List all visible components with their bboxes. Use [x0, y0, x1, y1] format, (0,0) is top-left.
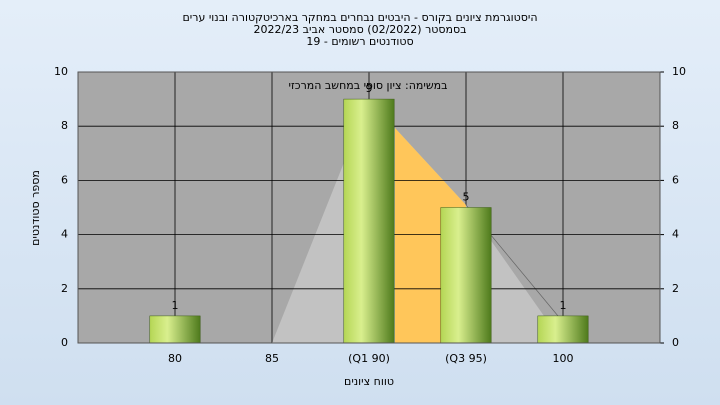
bar: [149, 315, 201, 344]
x-tick-label: 85: [265, 352, 279, 365]
value-label: 9: [366, 82, 373, 95]
y2-tick-label: 10: [672, 65, 686, 78]
chart-subtitle: סטודנטים רשומים - 19: [306, 35, 413, 48]
value-label: 1: [560, 299, 567, 312]
y2-tick-label: 6: [672, 173, 679, 186]
x-axis-label: טווח ציונים: [344, 375, 394, 388]
plot-border: [77, 71, 661, 344]
value-label: 1: [172, 299, 179, 312]
y2-tick-label: 0: [672, 336, 679, 349]
y-tick-label: 2: [61, 282, 68, 295]
y-tick-label: 6: [61, 173, 68, 186]
y2-tick-label: 4: [672, 228, 679, 241]
bar: [440, 207, 492, 344]
y-tick-label: 4: [61, 228, 68, 241]
x-tick-label: (Q3 95): [445, 352, 487, 365]
y2-tick-label: 2: [672, 282, 679, 295]
y-tick-label: 8: [61, 119, 68, 132]
y-axis-label: מספר סטודנטים: [29, 170, 42, 246]
y2-tick-label: 8: [672, 119, 679, 132]
bar: [343, 98, 395, 344]
chart-title: היסטוגרמת ציונים בקורס - היבטים נבחרים ב…: [182, 11, 537, 24]
y-tick-label: 10: [54, 65, 68, 78]
x-tick-label: 100: [553, 352, 574, 365]
x-tick-label: 80: [168, 352, 182, 365]
bar: [537, 315, 589, 344]
x-tick-label: (Q1 90): [348, 352, 390, 365]
annotation: במשימה: ציון סופי במחשב המרכזי: [288, 79, 447, 92]
chart-subtitle: בסמסטר (02/2022) סמסטר אביב 2022/23: [253, 23, 466, 36]
value-label: 5: [463, 191, 470, 204]
y-tick-label: 0: [61, 336, 68, 349]
